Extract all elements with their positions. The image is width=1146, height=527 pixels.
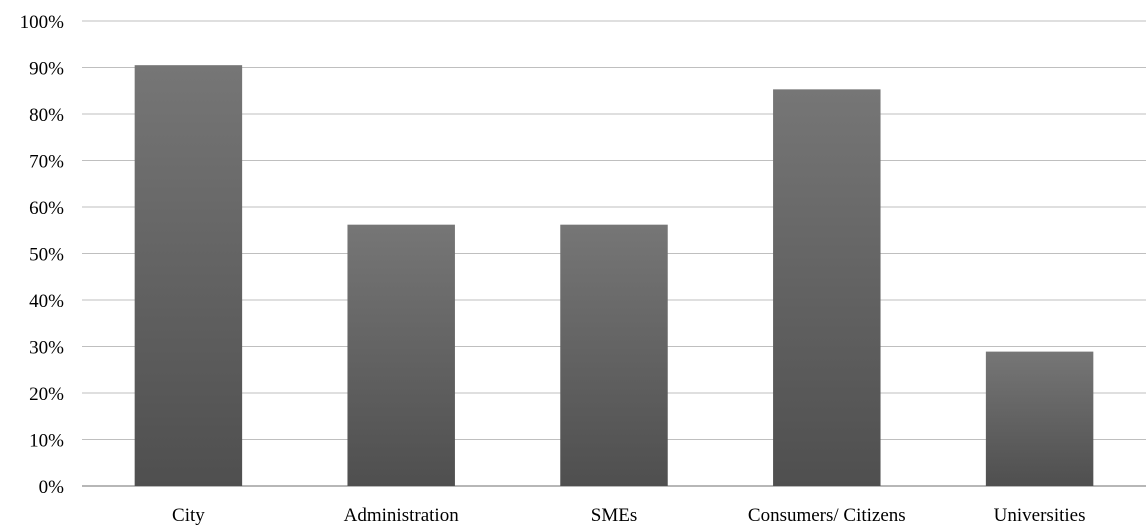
y-tick-label: 100% — [20, 12, 65, 33]
y-axis-ticks: 0% 10% 20% 30% 40% 50% 60% 70% 80% 90% 100% — [20, 12, 65, 498]
y-tick-label: 60% — [29, 198, 64, 219]
bars — [134, 65, 1094, 487]
x-category-label: Consumers/ Citizens — [748, 505, 906, 526]
bar-smes — [560, 224, 668, 487]
y-tick-label: 40% — [29, 291, 64, 312]
y-tick-label: 80% — [29, 105, 64, 126]
bar-city — [134, 65, 243, 487]
y-tick-label: 50% — [29, 245, 64, 266]
x-category-label: Universities — [994, 505, 1086, 526]
x-category-label: Administration — [344, 505, 460, 526]
y-tick-label: 90% — [29, 59, 64, 80]
bar-consumers-citizens — [773, 89, 881, 486]
y-tick-label: 70% — [29, 152, 64, 173]
y-tick-label: 30% — [29, 338, 64, 359]
x-category-label: City — [172, 505, 205, 526]
bar-universities — [985, 351, 1094, 486]
bar-administration — [347, 224, 455, 487]
y-tick-label: 0% — [39, 477, 65, 498]
y-tick-label: 10% — [29, 431, 64, 452]
x-category-label: SMEs — [591, 505, 637, 526]
x-axis-labels: City Administration SMEs Consumers/ Citizen… — [172, 505, 1085, 526]
y-tick-label: 20% — [29, 384, 64, 405]
